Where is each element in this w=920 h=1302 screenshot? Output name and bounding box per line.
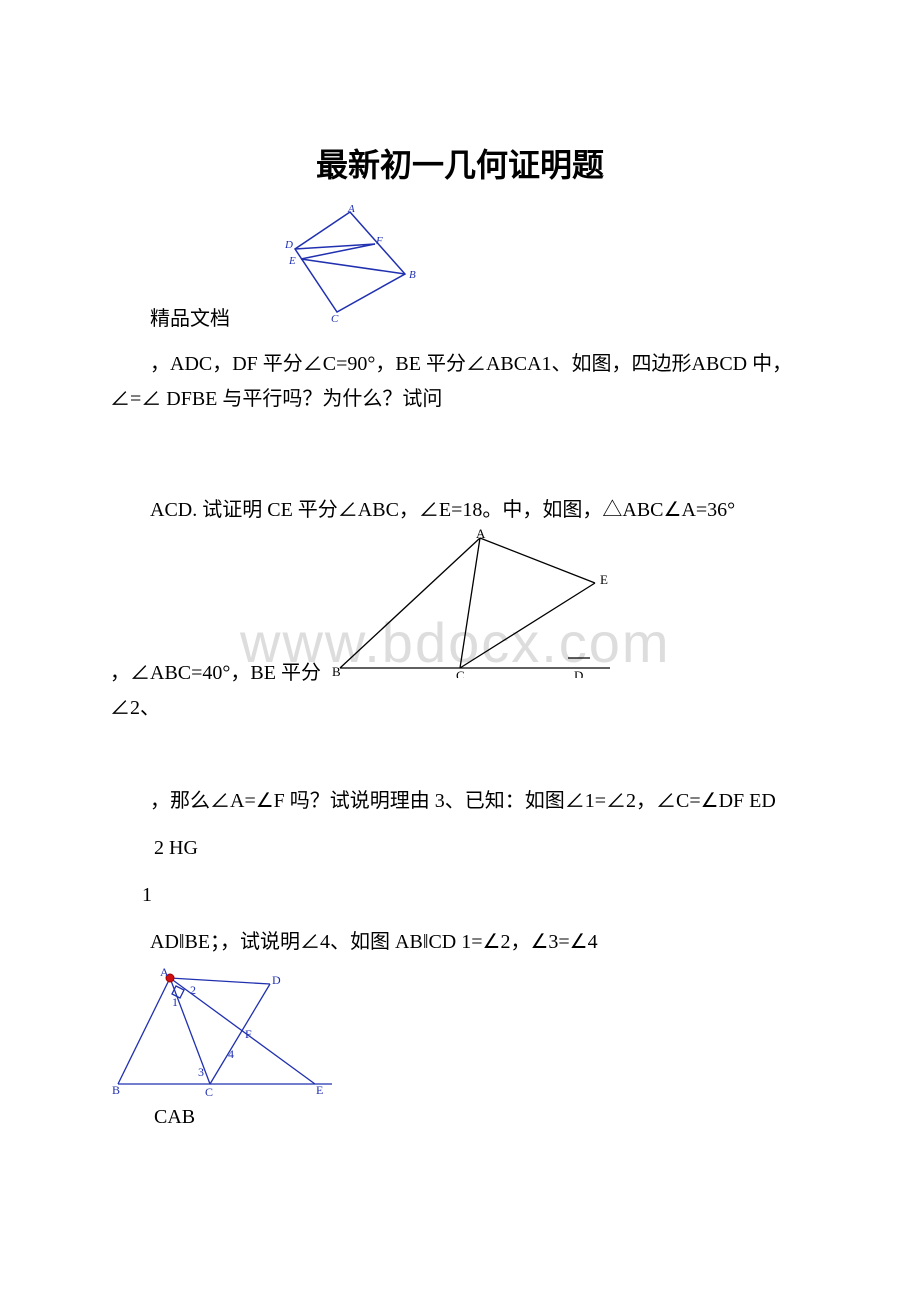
- svg-text:E: E: [288, 255, 296, 267]
- svg-text:A: A: [476, 528, 486, 541]
- svg-text:4: 4: [228, 1047, 234, 1061]
- para5: 1: [110, 878, 810, 913]
- caption1: 精品文档: [150, 302, 810, 337]
- svg-text:E: E: [600, 572, 608, 587]
- para2-cont: ，∠ABC=40°，BE 平分∠2、: [110, 656, 330, 726]
- svg-text:2: 2: [190, 983, 196, 997]
- svg-text:F: F: [245, 1027, 252, 1041]
- figure2-row: www.bdocx.com A E B C: [110, 528, 810, 698]
- para2: ACD. 试证明 CE 平分∠ABC，∠E=18。中，如图，△ABC∠A=36°: [110, 493, 810, 528]
- svg-text:E: E: [316, 1083, 323, 1096]
- para3: ，那么∠A=∠F 吗？试说明理由 3、已知：如图∠1=∠2，∠C=∠DF ED: [110, 784, 810, 819]
- svg-text:B: B: [332, 664, 341, 678]
- figure1: A D E F B C: [265, 204, 430, 324]
- figure3-wrap: A D B C E F 1 2 3 4: [110, 966, 810, 1096]
- svg-text:C: C: [205, 1085, 213, 1096]
- svg-text:F: F: [375, 235, 383, 247]
- para6: AD‖BE；，试说明∠4、如图 AB‖CD 1=∠2，∠3=∠4: [110, 925, 810, 960]
- figure2: A E B C D: [330, 528, 620, 678]
- svg-text:D: D: [272, 973, 281, 987]
- svg-text:3: 3: [198, 1065, 204, 1079]
- svg-text:A: A: [160, 966, 169, 979]
- svg-text:C: C: [456, 668, 465, 678]
- svg-text:C: C: [331, 313, 339, 324]
- svg-text:D: D: [574, 668, 583, 678]
- figure3: A D B C E F 1 2 3 4: [110, 966, 340, 1096]
- svg-text:B: B: [112, 1083, 120, 1096]
- para7: CAB: [110, 1100, 810, 1135]
- svg-text:1: 1: [172, 995, 178, 1009]
- svg-text:A: A: [347, 204, 355, 215]
- svg-text:B: B: [409, 269, 416, 281]
- svg-text:D: D: [284, 239, 293, 251]
- para1: ，ADC，DF 平分∠C=90°，BE 平分∠ABCA1、如图，四边形ABCD …: [110, 347, 810, 417]
- page-title: 最新初一几何证明题: [110, 140, 810, 186]
- para4: 2 HG: [110, 831, 810, 866]
